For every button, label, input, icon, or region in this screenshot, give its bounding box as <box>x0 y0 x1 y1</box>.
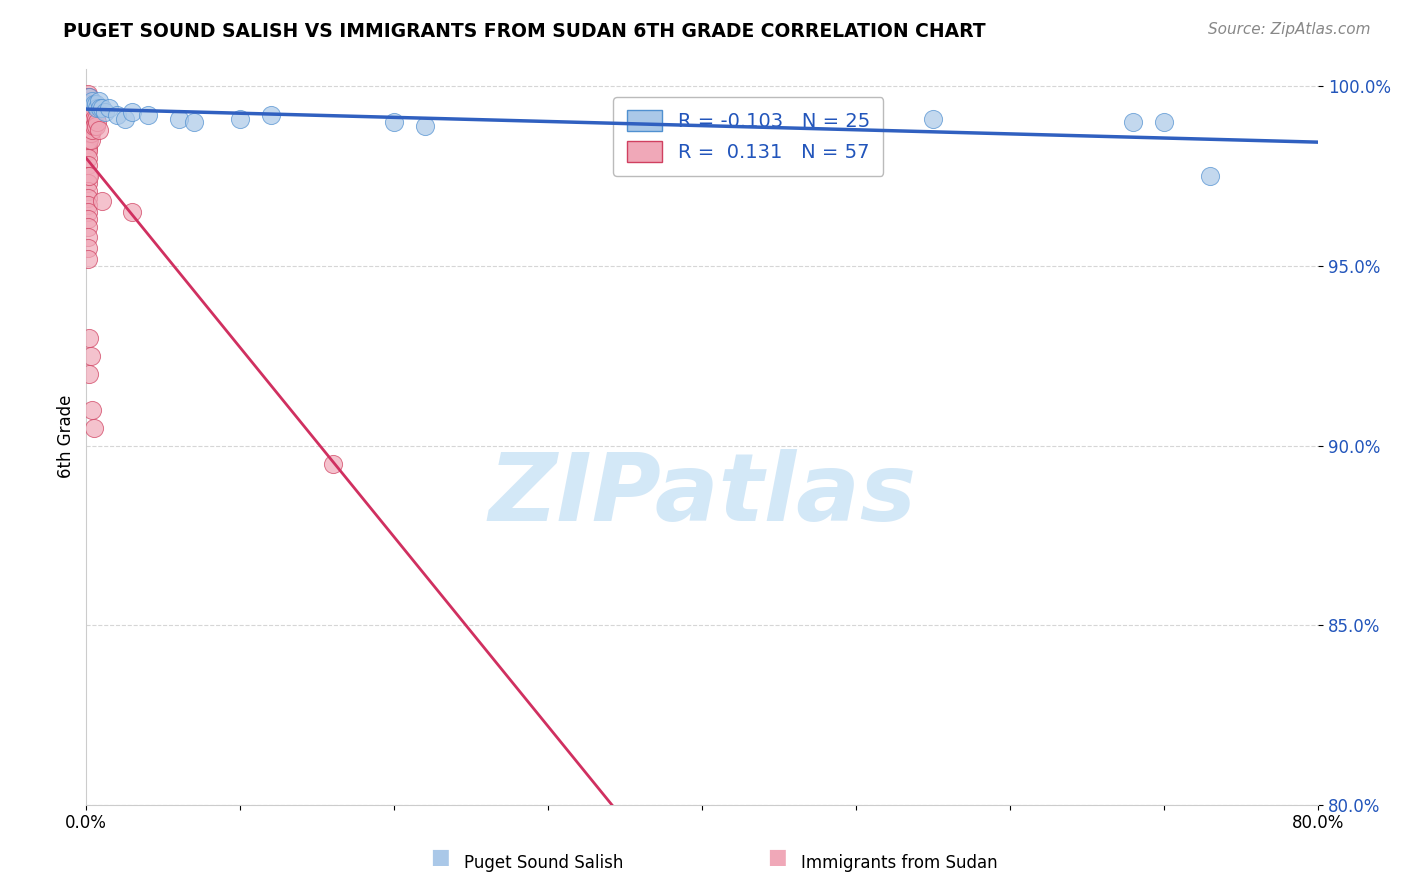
Point <box>382 115 405 129</box>
Point <box>76 108 98 122</box>
Point <box>83 97 105 112</box>
Point <box>90 194 112 209</box>
Point <box>79 119 101 133</box>
Point <box>229 112 252 126</box>
Point <box>76 129 98 144</box>
Point <box>845 115 868 129</box>
Text: Source: ZipAtlas.com: Source: ZipAtlas.com <box>1208 22 1371 37</box>
Text: ■: ■ <box>430 847 450 867</box>
Point <box>922 112 945 126</box>
Point <box>82 115 104 129</box>
Point <box>76 90 98 104</box>
Point <box>1153 115 1175 129</box>
Point <box>80 97 103 112</box>
Point <box>121 205 143 219</box>
Point <box>76 87 98 101</box>
Point <box>83 420 105 434</box>
Point <box>80 104 103 119</box>
Point <box>80 133 103 147</box>
Point <box>76 140 98 154</box>
Point <box>114 112 136 126</box>
Point <box>82 101 104 115</box>
Point <box>76 133 98 147</box>
Point <box>76 122 98 136</box>
Point <box>87 122 110 136</box>
Point <box>76 241 98 255</box>
Point <box>79 126 101 140</box>
Y-axis label: 6th Grade: 6th Grade <box>58 395 75 478</box>
Point <box>84 119 107 133</box>
Text: PUGET SOUND SALISH VS IMMIGRANTS FROM SUDAN 6TH GRADE CORRELATION CHART: PUGET SOUND SALISH VS IMMIGRANTS FROM SU… <box>63 22 986 41</box>
Point <box>82 122 104 136</box>
Point <box>80 126 103 140</box>
Point <box>94 104 117 119</box>
Point <box>322 457 344 471</box>
Point <box>79 169 101 184</box>
Point <box>76 177 98 191</box>
Point <box>87 94 110 108</box>
Point <box>79 133 101 147</box>
Point <box>76 104 98 119</box>
Point <box>167 112 190 126</box>
Point <box>76 205 98 219</box>
Point <box>76 97 98 112</box>
Point <box>79 331 101 345</box>
Point <box>76 219 98 234</box>
Point <box>76 212 98 227</box>
Point <box>79 367 101 381</box>
Point <box>121 104 143 119</box>
Point <box>76 230 98 244</box>
Point <box>84 97 107 112</box>
Point <box>83 119 105 133</box>
Point <box>82 108 104 122</box>
Point <box>79 90 101 104</box>
Point <box>89 101 111 115</box>
Point <box>76 101 98 115</box>
Point <box>136 108 159 122</box>
Point <box>98 101 121 115</box>
Point <box>76 119 98 133</box>
Point <box>76 159 98 173</box>
Point <box>80 119 103 133</box>
Point <box>79 104 101 119</box>
Point <box>76 126 98 140</box>
Point <box>76 144 98 158</box>
Point <box>413 119 436 133</box>
Point <box>86 115 108 129</box>
Point <box>76 112 98 126</box>
Point <box>79 90 101 104</box>
Point <box>86 101 108 115</box>
Point <box>80 349 103 363</box>
Point <box>79 112 101 126</box>
Text: ZIPatlas: ZIPatlas <box>488 450 917 541</box>
Point <box>82 402 104 417</box>
Point <box>84 112 107 126</box>
Point <box>76 151 98 165</box>
Point <box>83 104 105 119</box>
Point <box>1199 169 1222 184</box>
Point <box>83 112 105 126</box>
Point <box>76 136 98 151</box>
Point <box>183 115 205 129</box>
Text: ■: ■ <box>768 847 787 867</box>
Point <box>76 169 98 184</box>
Point <box>76 191 98 205</box>
Point <box>76 94 98 108</box>
Point <box>1122 115 1144 129</box>
Point <box>79 97 101 112</box>
Point <box>105 108 128 122</box>
Text: Puget Sound Salish: Puget Sound Salish <box>464 855 623 872</box>
Point <box>76 252 98 266</box>
Point <box>90 101 112 115</box>
Legend: R = -0.103   N = 25, R =  0.131   N = 57: R = -0.103 N = 25, R = 0.131 N = 57 <box>613 96 883 176</box>
Point <box>80 112 103 126</box>
Point <box>76 115 98 129</box>
Text: Immigrants from Sudan: Immigrants from Sudan <box>801 855 998 872</box>
Point <box>82 94 104 108</box>
Point <box>76 198 98 212</box>
Point <box>76 184 98 198</box>
Point <box>260 108 283 122</box>
